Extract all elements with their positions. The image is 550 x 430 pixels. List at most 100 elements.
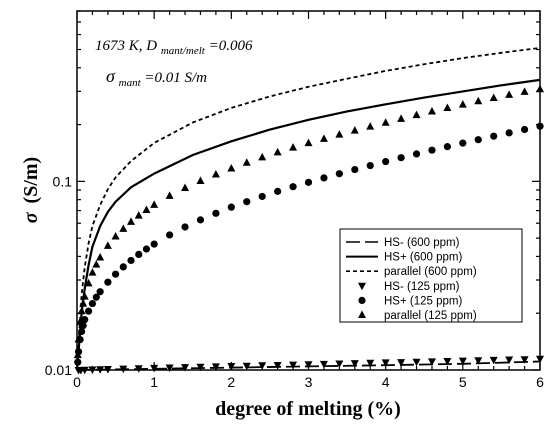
data-point-hs-125-ppm: [150, 240, 158, 248]
x-tick-label: 4: [382, 374, 390, 390]
chart-marks: [73, 84, 544, 375]
data-point-hs-125-ppm: [397, 154, 405, 162]
annotation-sigma-subscript: mant: [119, 77, 142, 89]
data-point-parallel-125-ppm: [134, 211, 143, 219]
legend-label-hs-600-ppm: HS- (600 ppm): [384, 237, 460, 249]
data-point-parallel-125-ppm: [335, 130, 344, 138]
data-point-parallel-125-ppm: [196, 176, 205, 184]
data-point-parallel-125-ppm: [489, 93, 498, 102]
data-point-parallel-125-ppm: [181, 183, 190, 192]
data-point-hs-125-ppm: [319, 360, 328, 369]
data-point-parallel-125-ppm: [88, 268, 97, 276]
y-tick-label: 0.1: [53, 173, 73, 189]
series-line-parallel-600-ppm: [76, 47, 541, 371]
data-point-parallel-125-ppm: [96, 252, 105, 261]
y-tick-label: 0.01: [45, 362, 72, 378]
legend-label-hs-125-ppm: HS+ (125 ppm): [384, 295, 462, 307]
data-point-hs-125-ppm: [273, 361, 282, 370]
data-point-parallel-125-ppm: [211, 169, 220, 178]
data-point-parallel-125-ppm: [505, 90, 514, 98]
data-point-hs-125-ppm: [119, 263, 127, 271]
y-axis-title: σ (S/m): [20, 157, 42, 223]
data-point-hs-125-ppm: [443, 358, 452, 366]
data-point-hs-125-ppm: [127, 256, 135, 265]
data-point-parallel-125-ppm: [458, 100, 467, 108]
data-point-parallel-125-ppm: [381, 118, 390, 126]
data-point-parallel-125-ppm: [350, 126, 359, 134]
y-axis-title-symbol: σ: [20, 211, 42, 223]
legend: HS- (600 ppm) HS+ (600 ppm) parallel (600 …: [339, 228, 523, 323]
annotation-sigma-value: =0.01 S/m: [144, 70, 207, 86]
data-point-parallel-125-ppm: [103, 241, 112, 249]
data-point-hs-125-ppm: [88, 299, 97, 308]
data-point-parallel-125-ppm: [474, 96, 483, 105]
data-point-hs-125-ppm: [366, 161, 374, 170]
data-point-hs-125-ppm: [227, 203, 235, 211]
x-tick-label: 5: [459, 374, 467, 390]
data-point-parallel-125-ppm: [304, 138, 313, 147]
x-tick-label: 2: [227, 374, 235, 390]
data-point-hs-125-ppm: [96, 288, 104, 296]
annotation-line-2: σ mant =0.01 S/m: [106, 66, 207, 90]
data-point-hs-125-ppm: [304, 178, 313, 186]
data-point-parallel-125-ppm: [165, 191, 174, 199]
data-point-hs-125-ppm: [84, 307, 93, 315]
x-axis-title: degree of melting (%): [215, 398, 401, 420]
data-point-hs-125-ppm: [196, 216, 205, 224]
svg-text:σ (S/m): σ (S/m): [20, 157, 42, 223]
annotation-sigma: σ: [106, 66, 116, 86]
legend-swatch-hs-125-ppm: [358, 282, 366, 291]
data-point-parallel-125-ppm: [273, 147, 282, 156]
x-tick-label: 0: [73, 374, 81, 390]
data-point-hs-125-ppm: [166, 231, 174, 239]
data-point-parallel-125-ppm: [84, 278, 93, 287]
x-tick-label: 1: [150, 374, 158, 390]
data-point-parallel-125-ppm: [443, 103, 452, 112]
annotation-temp: 1673 K, D: [95, 38, 157, 54]
series-line-hs-600-ppm: [75, 78, 541, 371]
data-point-hs-125-ppm: [458, 357, 467, 366]
annotation-d-value: =0.006: [209, 38, 253, 54]
data-point-hs-125-ppm: [111, 270, 120, 278]
data-point-parallel-125-ppm: [111, 232, 120, 240]
axis-ticks: [76, 10, 541, 371]
data-point-hs-125-ppm: [181, 223, 189, 231]
data-point-parallel-125-ppm: [150, 200, 159, 208]
data-point-hs-125-ppm: [505, 129, 513, 137]
data-point-hs-125-ppm: [104, 278, 112, 286]
data-point-parallel-125-ppm: [242, 158, 251, 166]
data-point-hs-125-ppm: [520, 125, 529, 134]
legend-label-hs-125-ppm: HS- (125 ppm): [384, 281, 460, 293]
data-point-hs-125-ppm: [243, 198, 251, 206]
data-point-hs-125-ppm: [351, 165, 359, 174]
data-point-hs-125-ppm: [397, 359, 406, 367]
data-point-hs-125-ppm: [459, 139, 467, 147]
data-point-parallel-125-ppm: [119, 224, 128, 232]
data-point-hs-125-ppm: [335, 360, 344, 369]
data-point-hs-125-ppm: [427, 358, 436, 366]
data-point-hs-125-ppm: [382, 157, 390, 166]
axis-tick-labels: 0 1 2 3 4 5 6 0.01 0.1: [45, 173, 544, 390]
data-point-parallel-125-ppm: [258, 152, 267, 161]
data-point-parallel-125-ppm: [289, 143, 298, 151]
data-point-hs-125-ppm: [335, 170, 343, 178]
annotation-line-1: 1673 K, D mant/melt =0.006: [95, 38, 253, 58]
data-point-hs-125-ppm: [474, 357, 483, 365]
data-point-hs-125-ppm: [258, 192, 266, 201]
data-point-hs-125-ppm: [135, 250, 143, 259]
data-point-hs-125-ppm: [212, 209, 220, 217]
data-point-hs-125-ppm: [474, 136, 482, 144]
x-tick-label: 3: [305, 374, 313, 390]
legend-label-parallel-600-ppm: parallel (600 ppm): [384, 266, 477, 278]
data-point-parallel-125-ppm: [427, 107, 436, 115]
data-point-parallel-125-ppm: [520, 87, 529, 95]
data-point-parallel-125-ppm: [319, 134, 328, 142]
data-point-parallel-125-ppm: [397, 114, 406, 122]
data-point-hs-125-ppm: [489, 356, 498, 365]
legend-swatch-parallel-125-ppm: [358, 310, 366, 318]
legend-label-hs-600-ppm: HS+ (600 ppm): [384, 252, 462, 264]
data-point-hs-125-ppm: [350, 360, 359, 368]
data-point-hs-125-ppm: [320, 174, 328, 182]
data-point-hs-125-ppm: [490, 132, 498, 140]
